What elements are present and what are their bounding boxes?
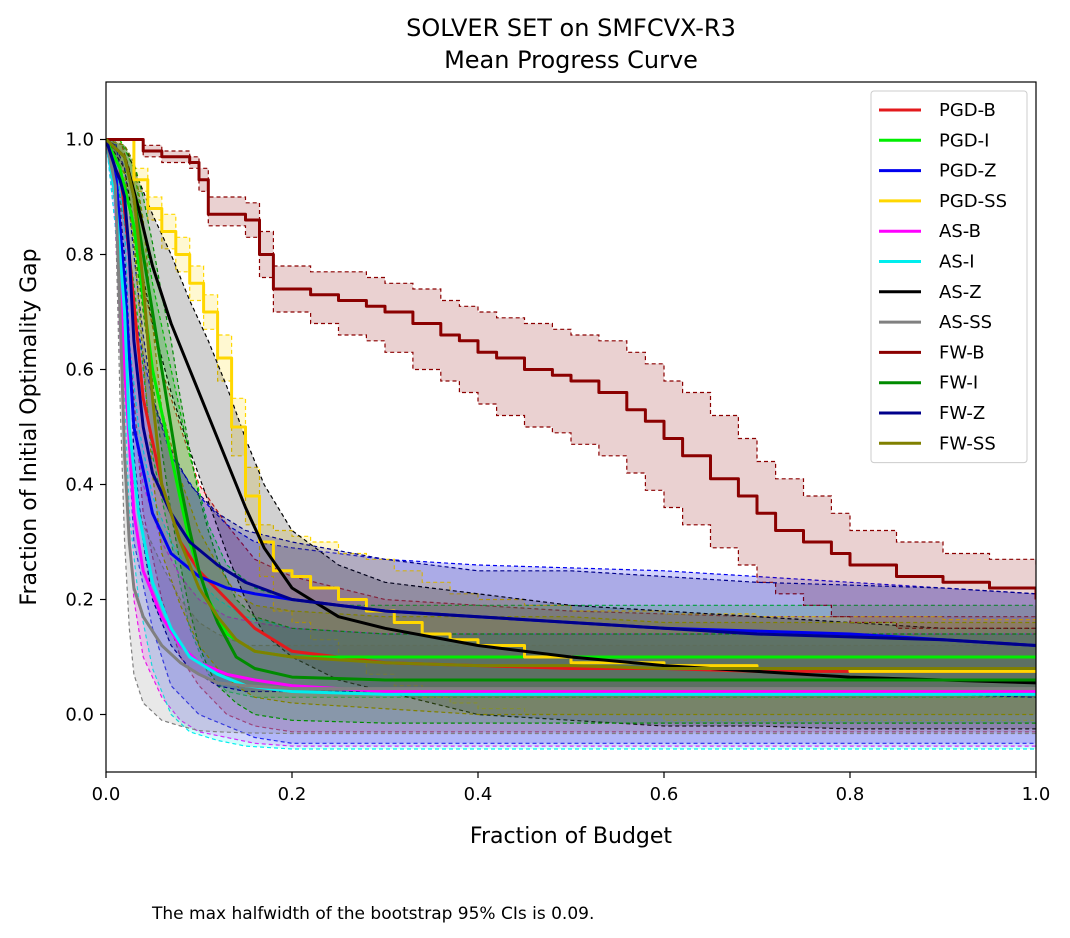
ci-lower-pgd-i [106, 139, 1036, 698]
ci-band-as-z [106, 139, 1036, 729]
ci-lower-pgd-ss [106, 138, 1036, 721]
x-tick-label: 0.2 [278, 784, 307, 805]
ci-lower-pgd-z [106, 139, 1036, 744]
legend-label-fw-i: FW-I [939, 373, 978, 394]
ci-lower-fw-b [106, 138, 1036, 634]
legend-label-fw-b: FW-B [939, 342, 985, 363]
y-tick-label: 0.0 [65, 705, 94, 726]
x-axis-ticks: 0.0 0.2 0.4 0.6 0.8 1.0 [92, 772, 1051, 805]
legend-label-fw-ss: FW-SS [939, 433, 996, 454]
ci-upper-pgd-ss [106, 138, 1036, 621]
series-line-fw-i [106, 138, 1036, 682]
ci-band-as-b [106, 139, 1036, 747]
ci-lower-as-b [106, 139, 1036, 747]
ci-lower-pgd-b [106, 139, 1036, 733]
series-line-fw-z [106, 139, 1036, 647]
y-tick-label: 0.8 [65, 245, 94, 266]
legend-label-pgd-i: PGD-I [939, 130, 989, 151]
ci-band-fw-z [106, 139, 1036, 698]
legend-box [870, 90, 1028, 464]
y-tick-label: 0.4 [65, 475, 94, 496]
y-axis-label: Fraction of Initial Optimality Gap [17, 248, 42, 605]
legend-label-as-b: AS-B [939, 221, 981, 242]
plot-area [106, 138, 1036, 750]
x-tick-label: 0.6 [650, 784, 679, 805]
x-axis-label: Fraction of Budget [470, 824, 673, 849]
legend-label-pgd-z: PGD-Z [939, 161, 997, 182]
ci-lower-as-i [106, 139, 1036, 750]
legend-label-pgd-ss: PGD-SS [939, 191, 1007, 212]
ci-upper-fw-z [106, 138, 1036, 595]
ci-upper-fw-i [106, 138, 1036, 635]
ci-lower-as-ss [106, 139, 1036, 735]
ci-band-pgd-ss [106, 139, 1036, 721]
legend-label-as-ss: AS-SS [939, 312, 992, 333]
ci-upper-fw-b [106, 138, 1036, 565]
y-tick-label: 0.6 [65, 360, 94, 381]
series-line-fw-ss [106, 138, 1036, 670]
footnote: The max halfwidth of the bootstrap 95% C… [151, 904, 594, 924]
series-line-pgd-ss [106, 138, 1036, 673]
ci-band-fw-b [106, 139, 1036, 634]
ci-lower-fw-z [106, 139, 1036, 698]
ci-band-pgd-i [106, 139, 1036, 698]
y-axis-ticks: 0.0 0.2 0.4 0.6 0.8 1.0 [65, 130, 106, 726]
legend: PGD-B PGD-I PGD-Z PGD-SS AS-B AS-I AS-Z AS-SS FW… [870, 90, 1028, 464]
chart-subtitle: Mean Progress Curve [444, 46, 698, 74]
series-line-as-z [106, 138, 1036, 685]
x-tick-label: 1.0 [1022, 784, 1051, 805]
legend-label-as-z: AS-Z [939, 282, 982, 303]
series-line-as-b [106, 139, 1036, 693]
series-line-pgd-z [106, 139, 1036, 647]
ci-upper-as-z [106, 138, 1036, 629]
chart-title: SOLVER SET on SMFCVX-R3 [406, 14, 736, 42]
y-tick-label: 1.0 [65, 130, 94, 151]
y-tick-label: 0.2 [65, 590, 94, 611]
plot-frame [105, 81, 1037, 773]
x-tick-label: 0.8 [836, 784, 865, 805]
legend-label-fw-z: FW-Z [939, 403, 985, 424]
x-tick-label: 0.0 [92, 784, 121, 805]
legend-label-as-i: AS-I [939, 252, 975, 273]
series-line-as-ss [106, 139, 1036, 691]
series-line-fw-b [106, 138, 1036, 600]
legend-label-pgd-b: PGD-B [939, 100, 996, 121]
ci-band-fw-i [106, 139, 1036, 724]
ci-upper-pgd-i [106, 138, 1036, 606]
x-tick-label: 0.4 [464, 784, 493, 805]
